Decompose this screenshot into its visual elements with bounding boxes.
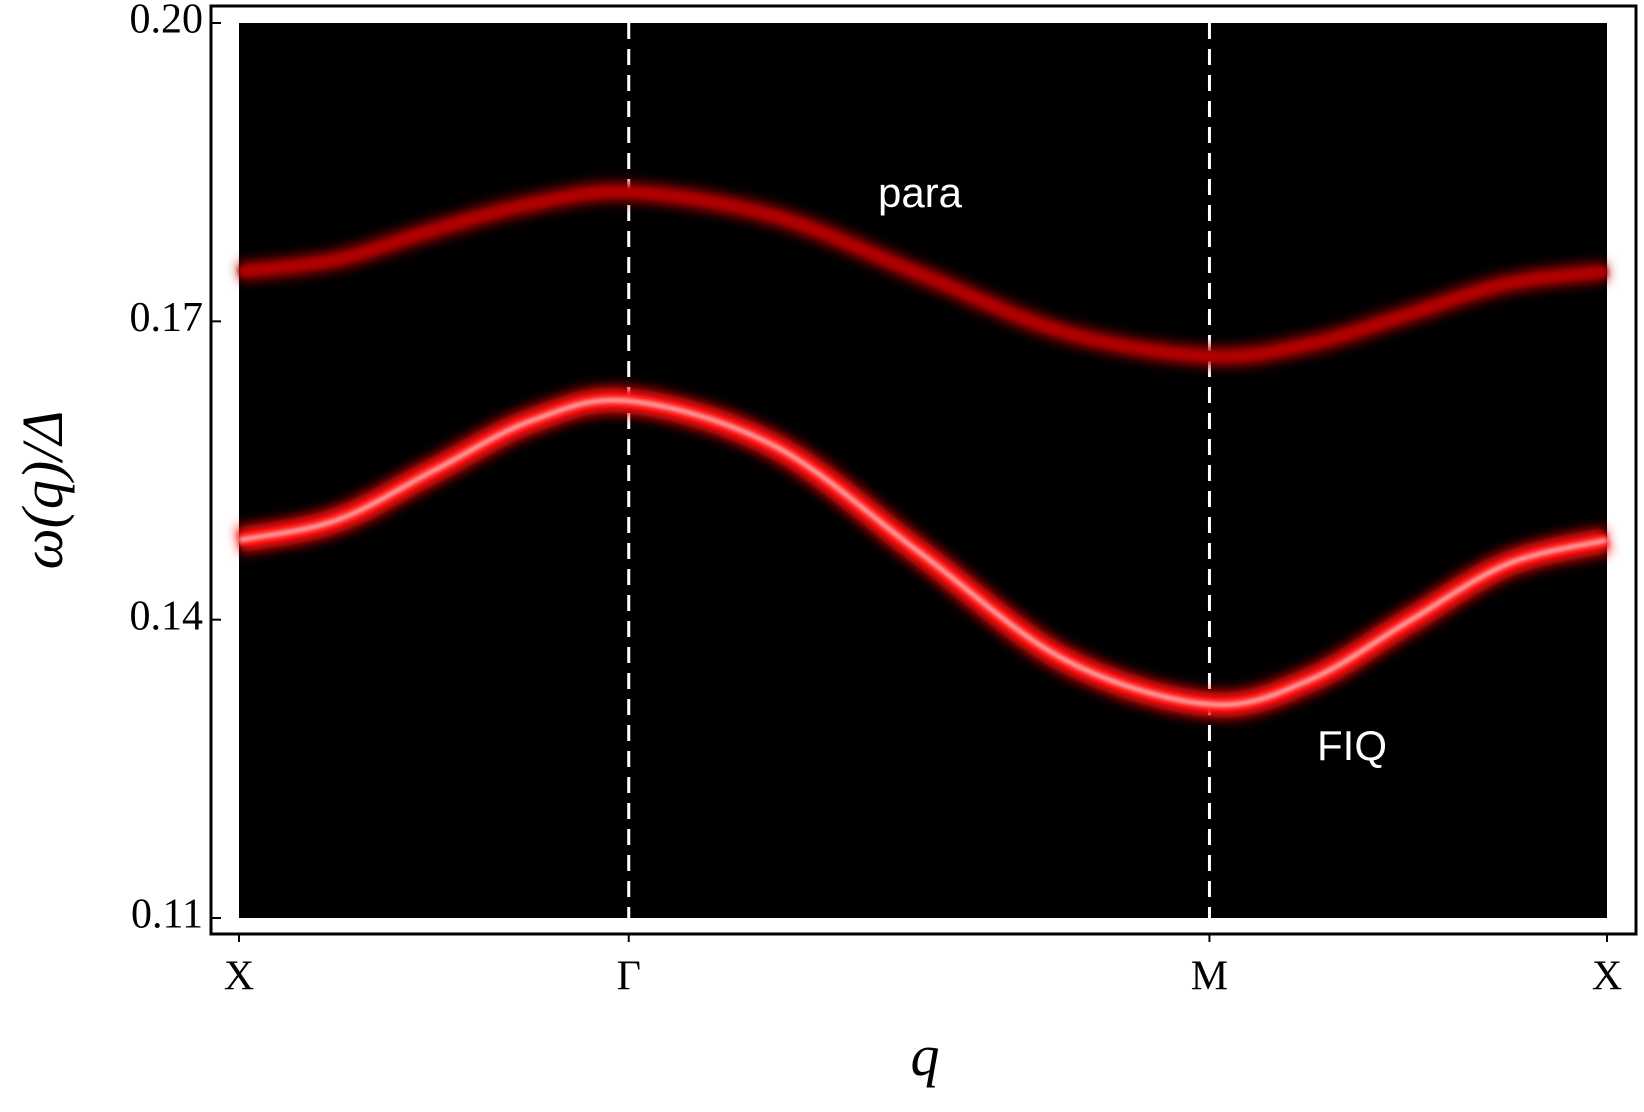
x-tick-label: X [224,954,254,1000]
y-tick-label: 0.11 [131,892,203,938]
x-tick-label: M [1191,954,1228,1000]
y-tick-label: 0.20 [130,0,204,43]
x-tick-label: X [1592,954,1622,1000]
x-axis-label: q [911,1023,940,1088]
y-tick-label: 0.14 [130,593,204,639]
x-tick-label: Γ [617,954,641,1000]
y-axis-label: ω(q)/Δ [10,411,75,570]
y-tick-label: 0.17 [130,295,204,341]
series-label: FIQ [1317,722,1387,769]
frame [209,4,1638,936]
series-label: para [878,169,963,216]
series-core [238,398,1608,707]
series-line [238,187,1608,361]
plot-background [239,23,1607,918]
